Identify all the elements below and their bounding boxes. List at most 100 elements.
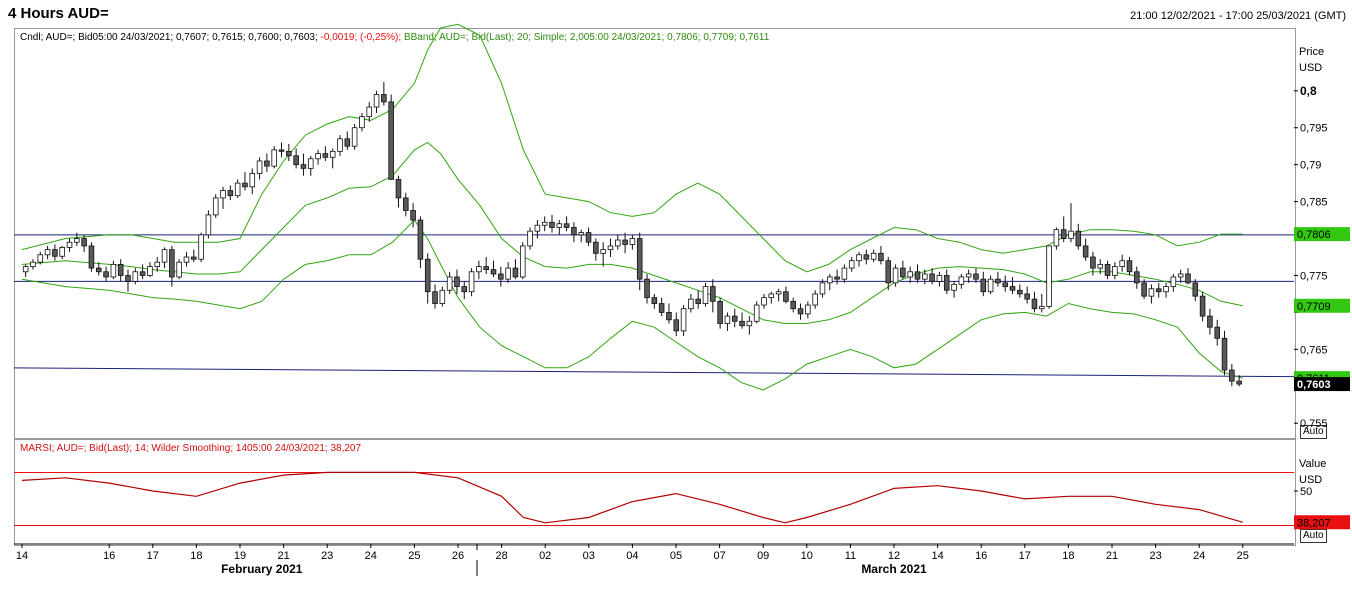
candle-body xyxy=(585,232,592,243)
candle-body xyxy=(300,164,307,169)
candle-body xyxy=(505,267,511,280)
x-tick-label: 03 xyxy=(583,550,595,562)
candle-body xyxy=(702,286,709,304)
candle-body xyxy=(22,266,29,273)
candle-body xyxy=(307,158,314,169)
candle-body xyxy=(593,241,599,254)
x-tick-label: 16 xyxy=(975,550,987,562)
candle-body xyxy=(556,223,563,228)
candle-body xyxy=(395,179,402,199)
rsi-auto-scale-button[interactable]: Auto xyxy=(1300,529,1327,543)
candle-body xyxy=(746,320,753,327)
price-axis-unit: USD xyxy=(1299,62,1323,74)
candle-legend-time: 05:00 24/03/2021; xyxy=(92,32,174,43)
candle-body xyxy=(161,249,168,263)
candle-body xyxy=(761,297,767,306)
candle-body xyxy=(1192,282,1199,297)
rsi-legend: MARSI; AUD=; Bid(Last); 14; Wilder Smoot… xyxy=(20,443,361,454)
price-label-last: 0,7603 xyxy=(1297,379,1331,391)
candle-body xyxy=(220,190,226,199)
candle-body xyxy=(1075,230,1082,247)
price-tick-label: 0,755 xyxy=(1300,418,1328,430)
candle-body xyxy=(943,275,950,291)
candle-body xyxy=(1024,293,1030,300)
candle-body xyxy=(951,283,957,291)
candle-body xyxy=(95,267,102,273)
candle-body xyxy=(264,160,270,167)
candle-body xyxy=(563,223,570,228)
candle-body xyxy=(205,214,212,236)
x-tick-label: 18 xyxy=(1062,550,1074,562)
price-tick-label: 0,785 xyxy=(1300,197,1328,209)
candle-body xyxy=(973,273,979,280)
candle-body xyxy=(154,261,161,268)
chart-title: 4 Hours AUD= xyxy=(8,5,109,22)
x-tick-label: 11 xyxy=(845,550,856,562)
candle-body xyxy=(212,197,219,216)
candle-body xyxy=(519,245,526,278)
candle-body xyxy=(132,271,139,282)
date-range: 21:00 12/02/2021 - 17:00 25/03/2021 (GMT… xyxy=(1130,10,1346,22)
candle-body xyxy=(527,230,533,247)
rsi-axis-unit: USD xyxy=(1299,474,1323,486)
candle-body xyxy=(768,293,775,299)
candle-body xyxy=(410,210,416,221)
x-tick-label: 17 xyxy=(147,550,159,562)
x-tick-label: 16 xyxy=(103,550,115,562)
candle-body xyxy=(66,241,73,248)
candle-body xyxy=(1185,273,1191,284)
candle-body xyxy=(541,221,548,226)
candle-body xyxy=(805,304,811,315)
candle-body xyxy=(775,291,782,295)
candle-body xyxy=(1119,260,1125,268)
rsi-panel xyxy=(14,438,1296,546)
header-bar: 4 Hours AUD= 21:00 12/02/2021 - 17:00 25… xyxy=(0,0,1352,28)
candle-body xyxy=(929,273,935,282)
rsi-line xyxy=(21,471,1243,524)
candle-body xyxy=(461,286,468,293)
candle-body xyxy=(856,254,862,262)
candle-body xyxy=(1236,380,1242,385)
x-tick-label: 09 xyxy=(757,550,769,562)
candle-body xyxy=(1229,369,1235,382)
candle-body xyxy=(103,271,109,278)
candle-body xyxy=(863,254,870,260)
candle-body xyxy=(490,269,497,275)
candle-body xyxy=(322,153,329,158)
price-label-upper: 0,7806 xyxy=(1297,229,1331,241)
candle-body xyxy=(636,238,643,280)
rsi-tick-label: 50 xyxy=(1300,486,1312,498)
candle-body xyxy=(658,303,665,313)
x-tick-label: 24 xyxy=(1193,550,1205,562)
candle-body xyxy=(578,232,585,236)
candle-body xyxy=(710,286,716,302)
candle-body xyxy=(373,94,380,108)
candle-body xyxy=(812,293,818,306)
price-auto-scale-button[interactable]: Auto xyxy=(1300,425,1327,439)
price-label-middle: 0,7709 xyxy=(1297,301,1331,313)
bband-legend-values: 05:00 24/03/2021; 0,7806; 0,7709; 0,7611 xyxy=(583,32,770,43)
month-label: February 2021 xyxy=(221,562,303,576)
candle-body xyxy=(1207,315,1213,328)
candle-body xyxy=(169,249,175,278)
candle-body xyxy=(1009,286,1016,291)
candle-body xyxy=(1148,288,1155,297)
month-label: March 2021 xyxy=(861,562,927,576)
candle-body xyxy=(139,271,146,276)
candle-body xyxy=(483,266,489,270)
candle-body xyxy=(841,267,848,280)
rsi-axis-title: Value xyxy=(1299,458,1327,470)
candle-body xyxy=(424,258,431,293)
candle-body xyxy=(198,234,204,260)
candle-body xyxy=(907,271,913,278)
x-tick-label: 14 xyxy=(16,550,28,562)
candle-body xyxy=(110,263,117,278)
x-tick-label: 25 xyxy=(1237,550,1249,562)
candle-body xyxy=(680,308,687,332)
x-tick-label: 23 xyxy=(321,550,333,562)
candle-body xyxy=(476,266,482,273)
candle-body xyxy=(1112,266,1118,276)
rsi-legend-label: MARSI; AUD=; Bid(Last); 14; Wilder Smoot… xyxy=(20,443,248,454)
candle-body xyxy=(534,224,541,232)
